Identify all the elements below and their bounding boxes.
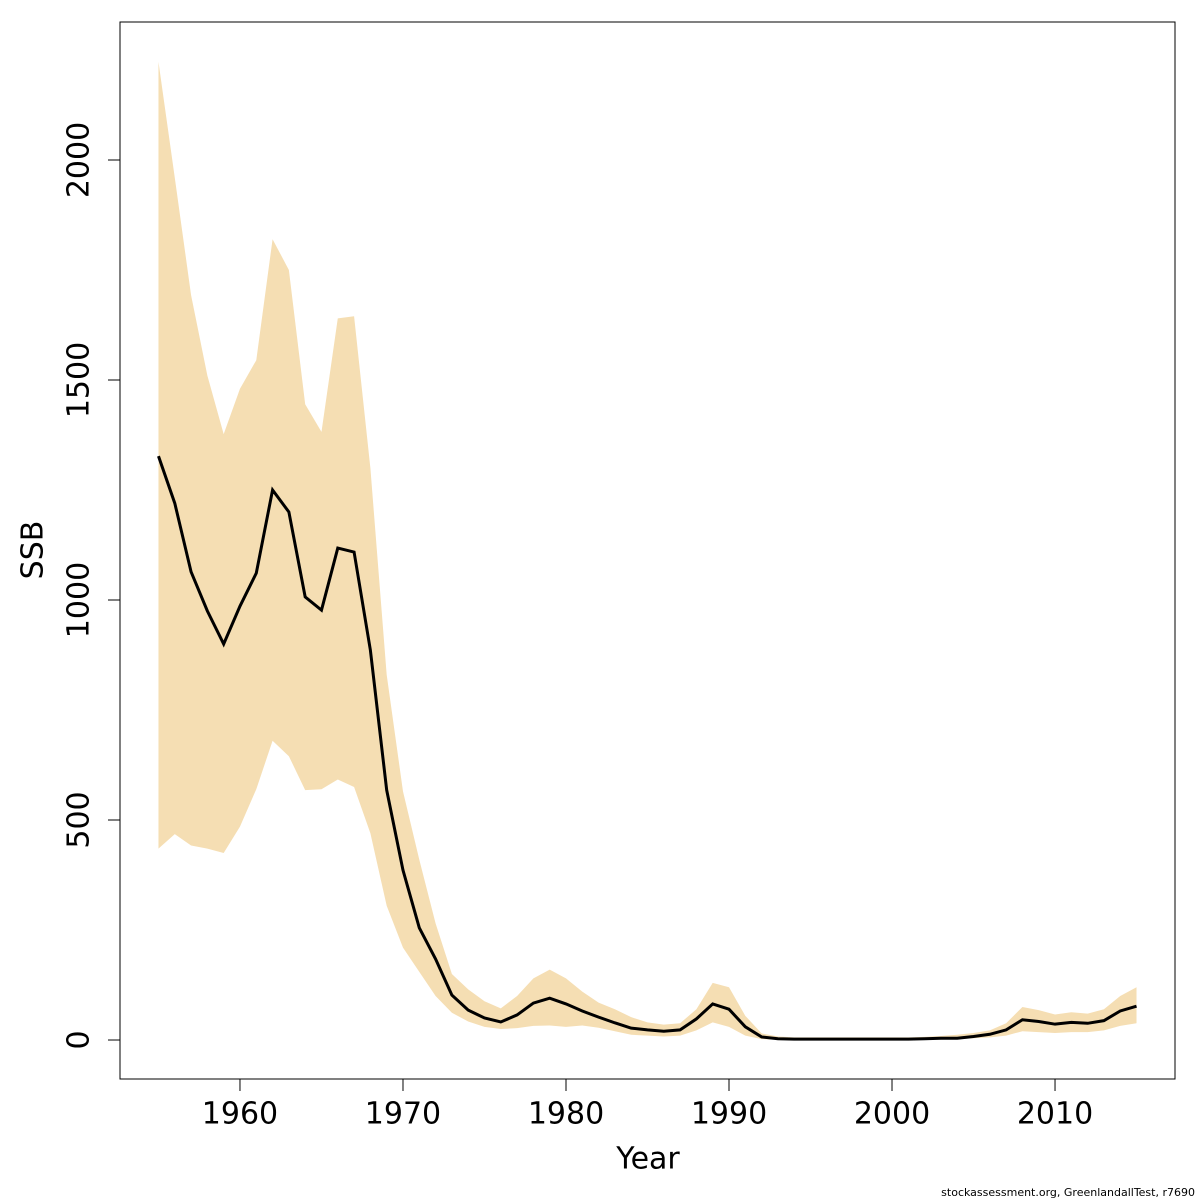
y-tick-label: 2000 xyxy=(62,122,97,198)
x-tick-label: 1960 xyxy=(202,1097,278,1132)
x-tick-label: 1970 xyxy=(365,1097,441,1132)
confidence-band xyxy=(158,61,1137,1040)
plot-frame xyxy=(119,21,1176,1080)
footer: stockassessment.org, GreenlandallTest, r… xyxy=(941,1186,1195,1199)
ssb-line xyxy=(157,455,1137,1041)
y-tick-label: 1000 xyxy=(62,562,97,638)
x-axis-label: Year xyxy=(615,1142,680,1177)
x-tick-label: 2010 xyxy=(1017,1097,1093,1132)
y-tick-label: 0 xyxy=(62,1030,97,1049)
y-tick-label: 500 xyxy=(62,791,97,848)
x-tick-label: 1980 xyxy=(528,1097,604,1132)
y-tick-label: 1500 xyxy=(62,342,97,418)
x-tick-label: 1990 xyxy=(691,1097,767,1132)
y-axis-label: SSB xyxy=(16,521,51,580)
x-tick-label: 2000 xyxy=(854,1097,930,1132)
